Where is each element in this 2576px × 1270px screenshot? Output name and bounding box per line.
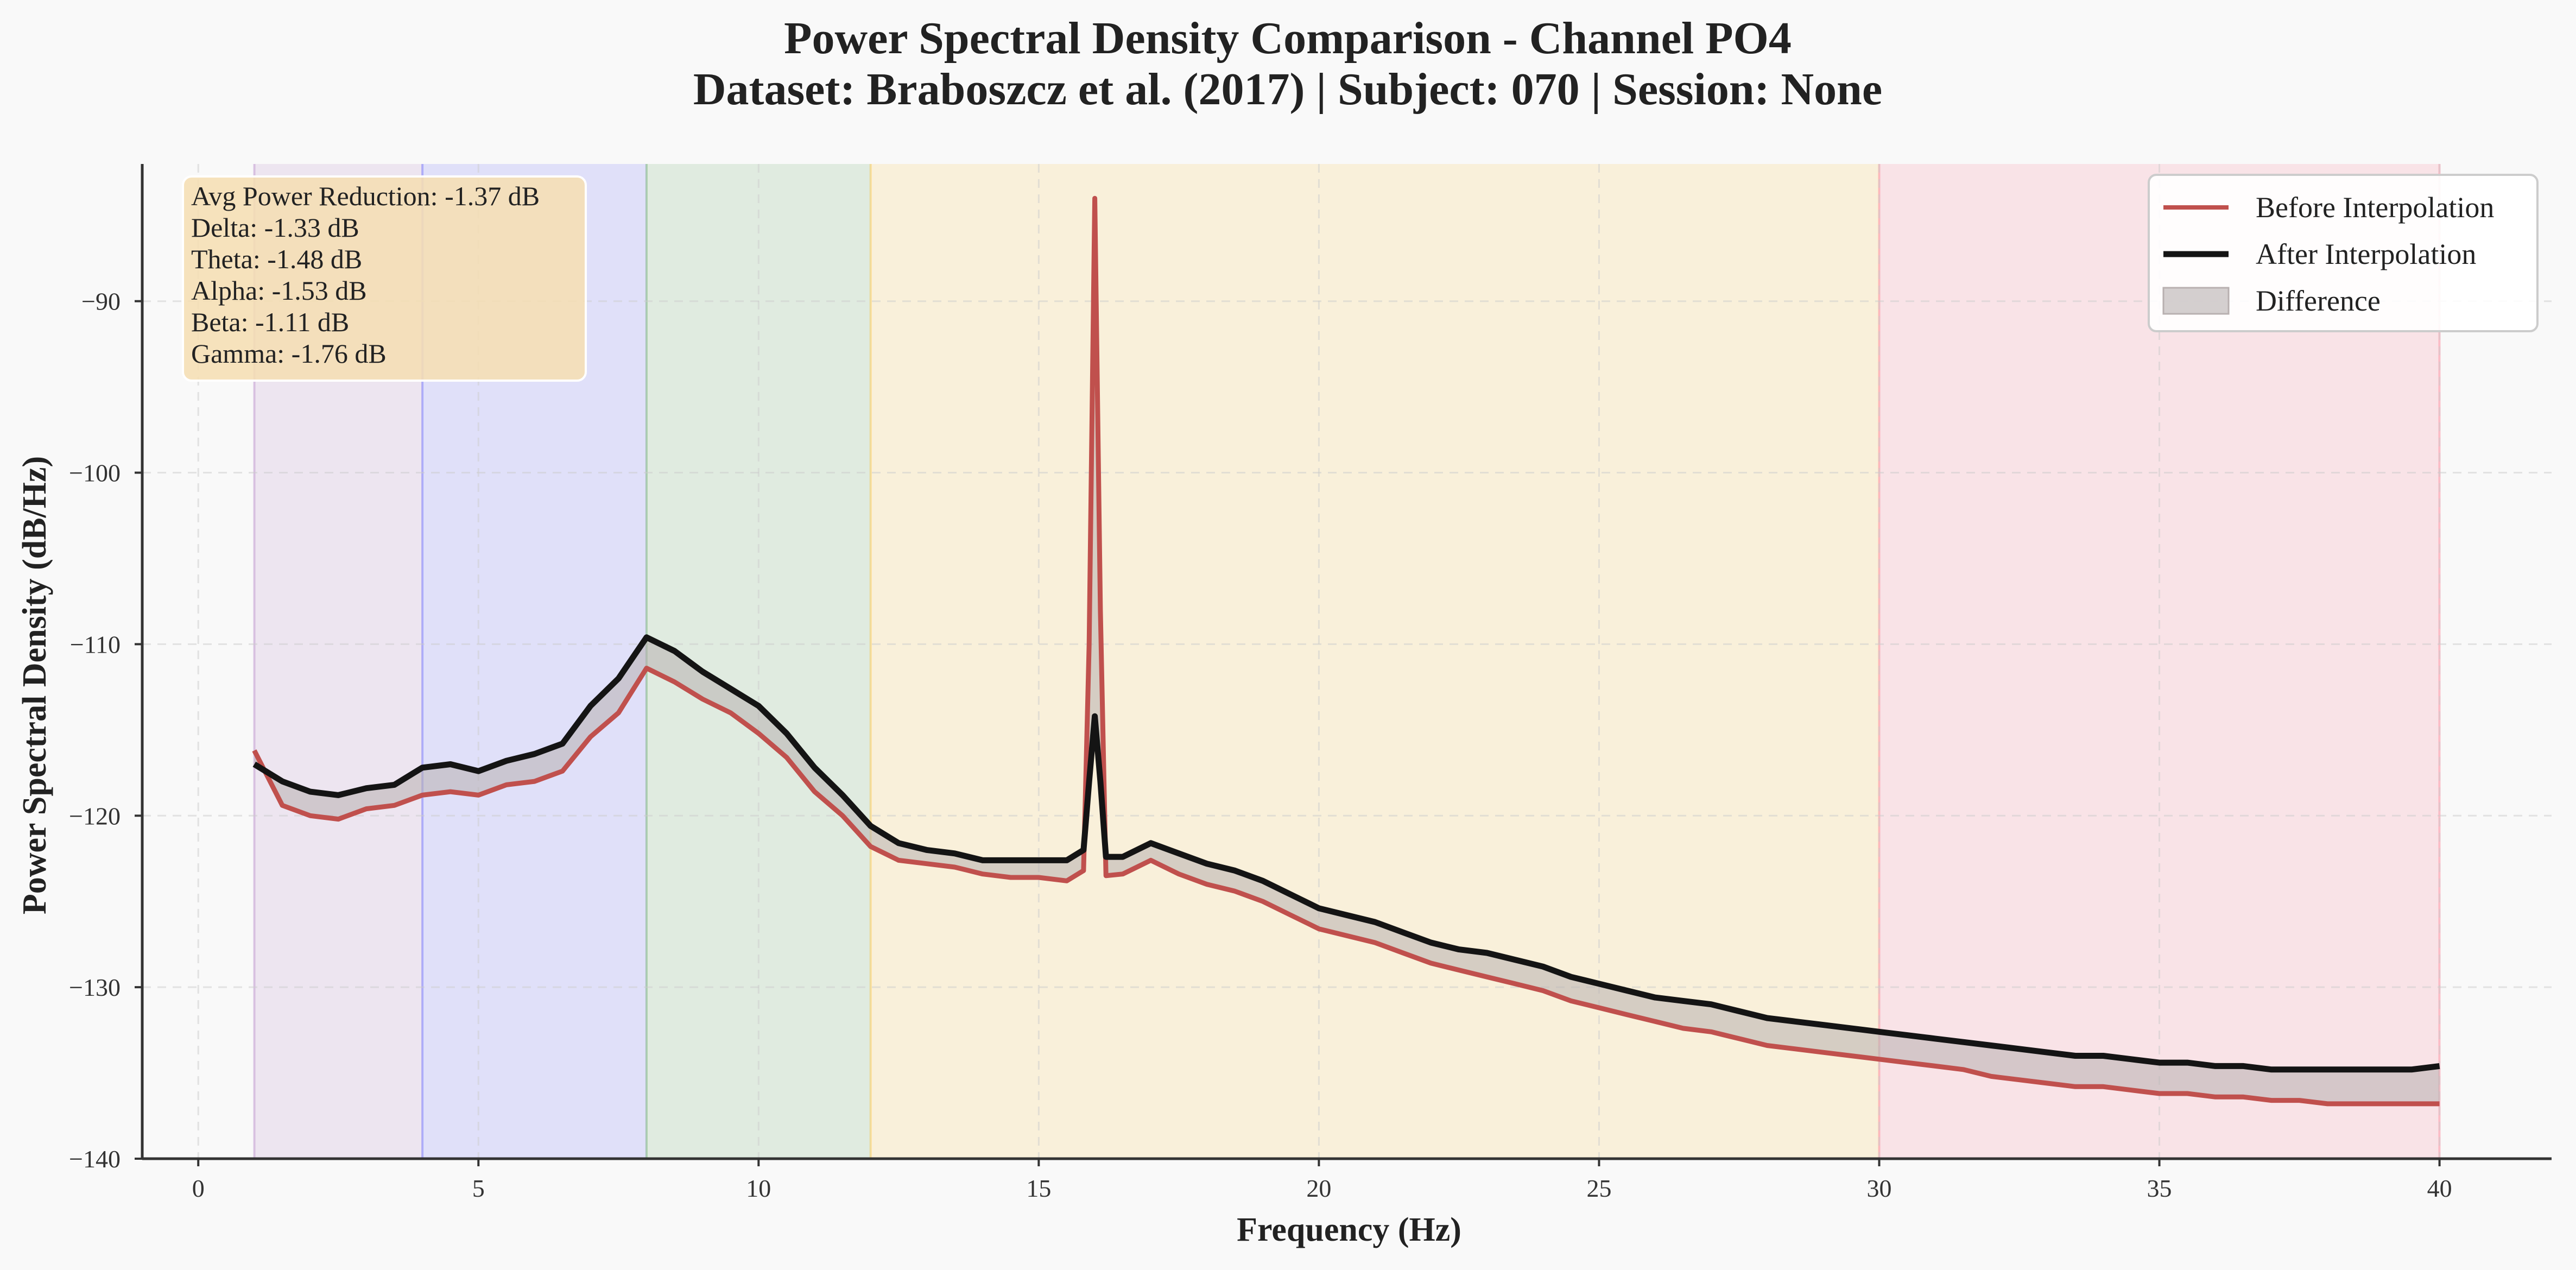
x-tick-label: 5 [472,1174,485,1202]
stats-line: Beta: -1.11 dB [191,307,349,337]
difference-fill-group [254,198,2440,1104]
after-interpolation-line [252,634,2440,1073]
stats-box-background [182,175,587,382]
legend-label: After Interpolation [2256,238,2476,270]
x-tick-label: 40 [2427,1174,2452,1202]
tick-labels: 0 5 10 15 20 25 30 35 40 −140 −130 −120 −110 −100 −90 [69,288,2452,1202]
before-interpolation-line [252,195,2440,1107]
stats-line: Alpha: -1.53 dB [191,275,367,306]
y-tick-label: −100 [69,459,121,487]
legend-label: Difference [2256,285,2381,317]
axes [141,164,2552,1160]
y-axis-label: Power Spectral Density (dB/Hz) [16,456,53,914]
x-axis-label: Frequency (Hz) [1237,1211,1461,1248]
x-tick-label: 30 [1866,1174,1891,1202]
difference-fill [254,198,2440,1104]
series-lines [252,195,2440,1107]
legend-swatch [2162,287,2230,315]
stats-line: Gamma: -1.76 dB [191,338,387,369]
y-tick-label: −90 [81,288,121,315]
x-tick-label: 10 [746,1174,771,1202]
stats-line: Avg Power Reduction: -1.37 dB [191,181,540,211]
x-tick-label: 15 [1026,1174,1051,1202]
y-tick-label: −140 [69,1145,121,1173]
legend-label: Before Interpolation [2256,191,2494,224]
legend: Before Interpolation After Interpolation D… [2148,174,2539,332]
y-tick-label: −130 [69,974,121,1001]
x-tick-label: 20 [1306,1174,1331,1202]
y-tick-label: −120 [69,802,121,830]
stats-line: Delta: -1.33 dB [191,212,359,243]
x-tick-label: 0 [192,1174,205,1202]
chart-title: Power Spectral Density Comparison - Chan… [784,13,1792,64]
y-tick-label: −110 [70,630,121,658]
legend-box [2148,174,2539,332]
x-tick-label: 35 [2147,1174,2172,1202]
chart-subtitle: Dataset: Braboszcz et al. (2017) | Subje… [693,64,1882,115]
x-tick-label: 25 [1586,1174,1611,1202]
stats-line: Theta: -1.48 dB [191,244,362,274]
